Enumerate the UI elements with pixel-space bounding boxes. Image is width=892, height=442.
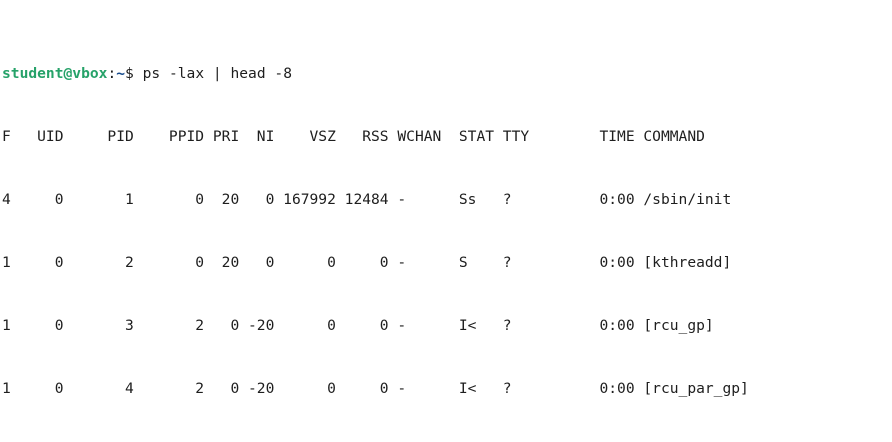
output-line: F UID PID PPID PRI NI VSZ RSS WCHAN STAT…: [2, 128, 705, 145]
prompt-separator: :: [107, 65, 117, 82]
prompt-path: ~: [116, 65, 126, 82]
command-text: ps -lax | head -8: [142, 65, 292, 82]
prompt-line: student@vbox:~$ ps -lax | head -8: [2, 63, 892, 84]
output-line: 4 0 1 0 20 0 167992 12484 - Ss ? 0:00 /s…: [2, 191, 732, 208]
prompt-user-host: student@vbox: [2, 65, 108, 82]
prompt-symbol: $: [125, 65, 143, 82]
output-line: 1 0 3 2 0 -20 0 0 - I< ? 0:00 [rcu_gp]: [2, 317, 714, 334]
output-line: 1 0 4 2 0 -20 0 0 - I< ? 0:00 [rcu_par_g…: [2, 380, 749, 397]
output-line: 1 0 2 0 20 0 0 0 - S ? 0:00 [kthreadd]: [2, 254, 732, 271]
